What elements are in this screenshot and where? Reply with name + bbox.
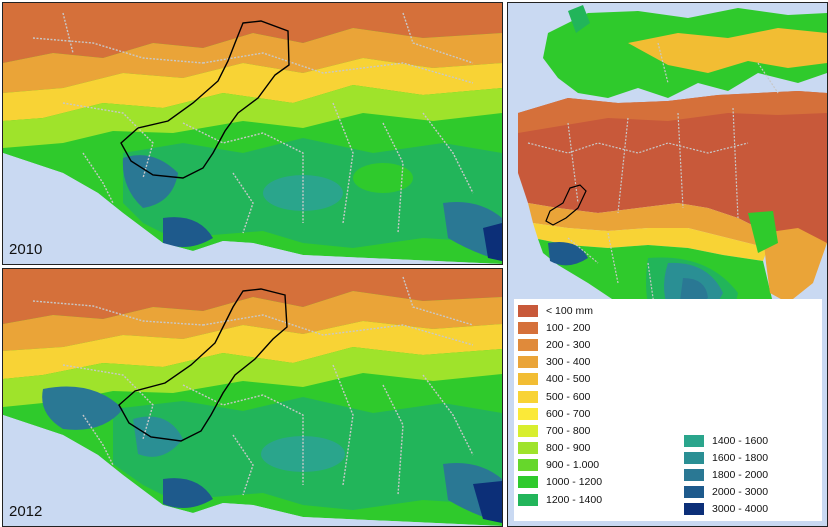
legend-swatch — [518, 338, 538, 351]
legend-swatch — [518, 304, 538, 317]
legend-item: 400 - 500 — [518, 371, 602, 388]
legend-label: 1200 - 1400 — [546, 493, 603, 506]
legend-swatch — [684, 434, 704, 447]
legend-label: 700 - 800 — [546, 424, 591, 437]
legend-item: 300 - 400 — [518, 354, 602, 371]
legend-item: 1600 - 1800 — [684, 449, 768, 466]
legend-item: < 100 mm — [518, 302, 602, 319]
legend-item: 1000 - 1200 — [518, 474, 602, 491]
legend-label: 900 - 1.000 — [546, 459, 600, 472]
legend-item: 1400 - 1600 — [684, 432, 768, 449]
map-panel-2012: 2012 — [2, 268, 503, 527]
map-panel-2010: 2010 — [2, 2, 503, 265]
legend-swatch — [518, 493, 538, 506]
legend-item: 800 - 900 — [518, 440, 602, 457]
legend-column-2: 1400 - 1600 1600 - 1800 1800 - 2000 2000 - … — [684, 432, 768, 518]
legend-label: 800 - 900 — [546, 442, 591, 455]
africa-rainfall-map-panel: < 100 mm 100 - 200 200 - 300 300 - 400 400 -… — [507, 2, 828, 527]
legend-swatch — [518, 321, 538, 334]
legend-swatch — [518, 459, 538, 472]
legend-swatch — [684, 486, 704, 499]
legend-swatch — [518, 407, 538, 420]
legend-label: 1000 - 1200 — [546, 476, 603, 489]
legend-label: 1800 - 2000 — [712, 468, 769, 481]
legend-label: 200 - 300 — [546, 338, 591, 351]
legend-label: 2000 - 3000 — [712, 486, 769, 499]
legend-label: 1600 - 1800 — [712, 451, 769, 464]
legend-label: 600 - 700 — [546, 407, 591, 420]
legend-item: 2000 - 3000 — [684, 484, 768, 501]
year-label-2010: 2010 — [9, 241, 43, 258]
legend-swatch — [518, 442, 538, 455]
rainfall-legend: < 100 mm 100 - 200 200 - 300 300 - 400 400 -… — [514, 299, 822, 521]
legend-swatch — [518, 476, 538, 489]
legend-swatch — [684, 451, 704, 464]
legend-item: 1800 - 2000 — [684, 466, 768, 483]
legend-label: 3000 - 4000 — [712, 503, 769, 516]
legend-label: 400 - 500 — [546, 373, 591, 386]
legend-item: 500 - 600 — [518, 388, 602, 405]
legend-label: 300 - 400 — [546, 356, 591, 369]
legend-label: < 100 mm — [546, 304, 593, 317]
legend-swatch — [518, 424, 538, 437]
legend-item: 1200 - 1400 — [518, 491, 602, 508]
legend-label: 500 - 600 — [546, 390, 591, 403]
legend-item: 900 - 1.000 — [518, 457, 602, 474]
west-africa-rainfall-map-2010 — [3, 3, 502, 264]
west-africa-rainfall-map-2012 — [3, 269, 502, 526]
legend-swatch — [684, 503, 704, 516]
legend-item: 700 - 800 — [518, 422, 602, 439]
legend-label: 100 - 200 — [546, 321, 591, 334]
legend-swatch — [518, 390, 538, 403]
legend-item: 600 - 700 — [518, 405, 602, 422]
legend-item: 3000 - 4000 — [684, 501, 768, 518]
legend-label: 1400 - 1600 — [712, 434, 769, 447]
legend-swatch — [518, 373, 538, 386]
legend-column-1: < 100 mm 100 - 200 200 - 300 300 - 400 400 -… — [518, 302, 602, 508]
legend-item: 100 - 200 — [518, 319, 602, 336]
legend-item: 200 - 300 — [518, 336, 602, 353]
year-label-2012: 2012 — [9, 503, 43, 520]
legend-swatch — [518, 356, 538, 369]
legend-swatch — [684, 468, 704, 481]
